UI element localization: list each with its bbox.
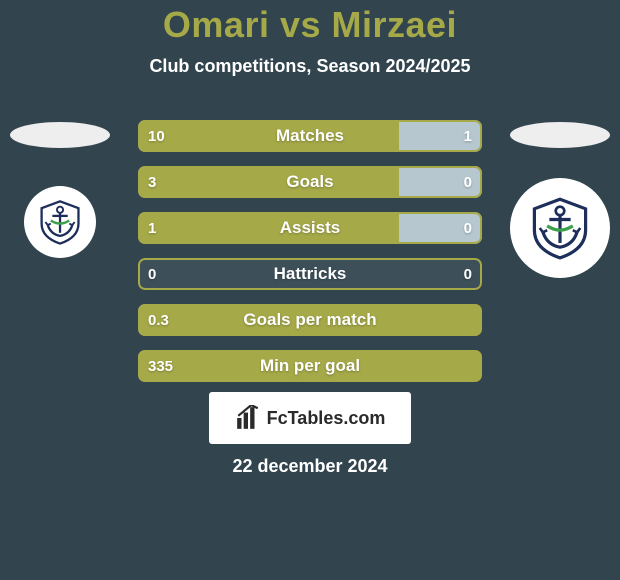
stat-bars: 101Matches30Goals10Assists00Hattricks0.3… — [138, 120, 482, 396]
stat-value-left: 0.3 — [148, 304, 169, 336]
stat-bar: 335Min per goal — [138, 350, 482, 382]
anchor-crest-icon — [528, 196, 592, 260]
footer-date: 22 december 2024 — [0, 456, 620, 477]
player-right-photo-placeholder — [510, 122, 610, 148]
page-title: Omari vs Mirzaei — [0, 0, 620, 46]
stat-value-right: 0 — [464, 212, 472, 244]
player-left-photo-placeholder — [10, 122, 110, 148]
comparison-infographic: Omari vs Mirzaei Club competitions, Seas… — [0, 0, 620, 580]
stat-value-left: 335 — [148, 350, 173, 382]
stat-bar: 10Assists — [138, 212, 482, 244]
chart-area: 101Matches30Goals10Assists00Hattricks0.3… — [0, 100, 620, 400]
stat-value-left: 1 — [148, 212, 156, 244]
stat-bar: 30Goals — [138, 166, 482, 198]
brand-text: FcTables.com — [267, 408, 386, 429]
stat-value-right: 0 — [464, 166, 472, 198]
stat-value-right: 1 — [464, 120, 472, 152]
stat-bar: 101Matches — [138, 120, 482, 152]
stat-bar: 0.3Goals per match — [138, 304, 482, 336]
footer-brand-box: FcTables.com — [209, 392, 411, 444]
player-left-column — [0, 100, 120, 258]
stat-value-right: 0 — [464, 258, 472, 290]
stat-value-left: 10 — [148, 120, 165, 152]
brand-logo-icon — [235, 405, 261, 431]
anchor-crest-icon — [37, 199, 83, 245]
player-left-club-badge — [24, 186, 96, 258]
player-right-club-badge — [510, 178, 610, 278]
page-subtitle: Club competitions, Season 2024/2025 — [0, 56, 620, 77]
stat-bar: 00Hattricks — [138, 258, 482, 290]
player-right-column — [500, 100, 620, 278]
stat-value-left: 3 — [148, 166, 156, 198]
stat-value-left: 0 — [148, 258, 156, 290]
